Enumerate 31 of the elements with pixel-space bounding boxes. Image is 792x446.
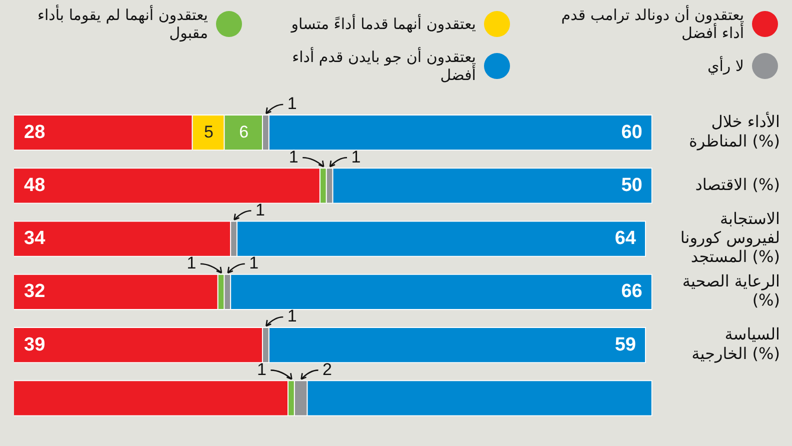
data-label: 1 bbox=[249, 254, 259, 273]
data-label: 28 bbox=[24, 122, 46, 143]
data-label: 6 bbox=[239, 122, 249, 142]
y-tick-label: السياسة الخارجية (%) bbox=[692, 324, 780, 363]
data-label: 2 bbox=[322, 360, 332, 379]
legend-label: يعتقدون أن جو بايدن قدم أداء أفضل bbox=[291, 48, 476, 84]
data-label: 32 bbox=[24, 281, 46, 302]
legend-label: لا رأي bbox=[708, 57, 744, 75]
data-label: 50 bbox=[621, 174, 642, 196]
legend-label: يعتقدون أن دونالد ترامب قدم أداء أفضل bbox=[560, 6, 744, 42]
data-label: 34 bbox=[24, 228, 46, 250]
y-tick-label: الأداء خلال المناظرة (%) bbox=[689, 111, 780, 150]
data-label: 5 bbox=[204, 122, 214, 142]
y-tick-label: الرعاية الصحية (%) bbox=[682, 272, 780, 310]
data-label: 64 bbox=[614, 228, 636, 250]
legend-label: يعتقدون أنهما لم يقوما بأداء مقبول bbox=[36, 6, 208, 42]
data-label: 59 bbox=[614, 334, 636, 356]
y-tick-label: الاقتصاد (%) bbox=[695, 174, 780, 194]
data-label: 66 bbox=[621, 281, 642, 302]
legend-label: يعتقدون أنهما قدما أداءً متساو bbox=[291, 15, 476, 33]
data-label: 60 bbox=[621, 122, 642, 143]
data-label: 1 bbox=[256, 360, 266, 379]
data-label: 1 bbox=[287, 94, 297, 114]
data-label: 1 bbox=[256, 200, 265, 220]
data-label: 1 bbox=[288, 147, 298, 166]
y-tick-label: الاستجابة لفيروس كورونا المستجد (%) bbox=[680, 208, 780, 266]
data-label: 39 bbox=[24, 334, 46, 356]
data-label: 1 bbox=[287, 306, 297, 326]
data-label: 1 bbox=[351, 147, 361, 166]
data-label: 48 bbox=[24, 174, 46, 196]
data-label: 1 bbox=[186, 254, 196, 273]
